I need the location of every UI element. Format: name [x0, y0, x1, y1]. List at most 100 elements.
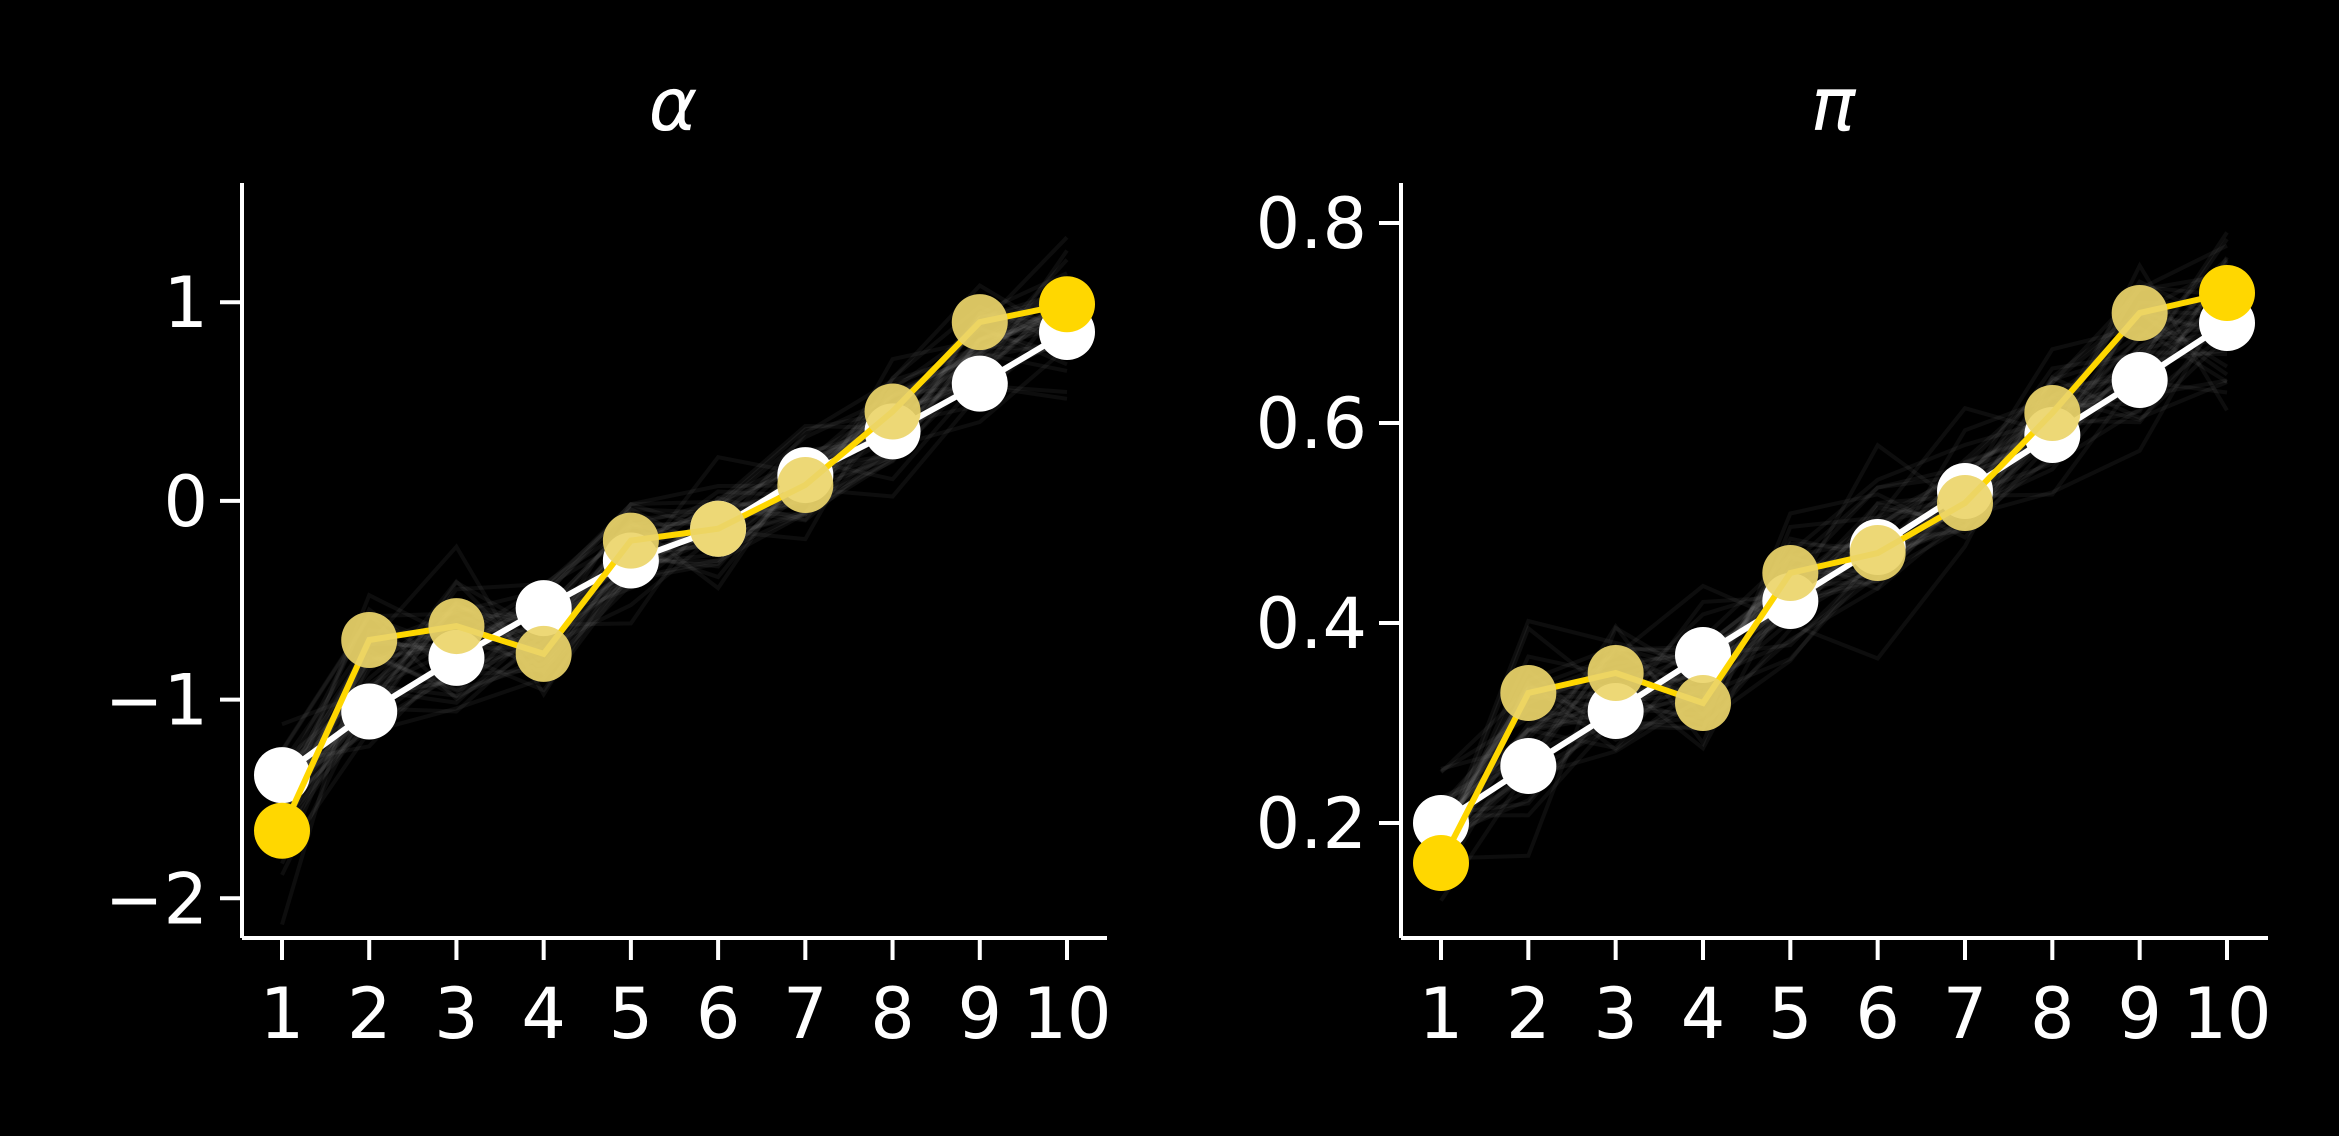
x-tick-label: 8 — [2030, 973, 2075, 1055]
predicted-point — [1849, 525, 1906, 581]
observed-point — [1675, 627, 1731, 683]
sample-line — [1439, 305, 2229, 852]
sample-line — [1439, 308, 2228, 774]
x-tick-label: 8 — [870, 973, 915, 1055]
predicted-point — [1587, 645, 1644, 701]
x-tick-label: 6 — [1855, 973, 1900, 1055]
predicted-point — [2199, 265, 2255, 321]
observed-point — [515, 580, 572, 637]
y-axis-ticks: 0.2 0.4 0.6 0.8 — [1256, 183, 1401, 865]
x-tick-label: 2 — [347, 973, 392, 1055]
x-tick-label: 9 — [2117, 973, 2162, 1055]
predicted-point — [602, 512, 659, 569]
observed-point — [254, 747, 310, 804]
predicted-point — [428, 598, 485, 655]
sample-line — [1440, 311, 2229, 839]
x-tick-label: 3 — [434, 973, 479, 1055]
predicted-series-line — [1438, 290, 2228, 865]
x-tick-label: 9 — [958, 973, 1003, 1055]
sample-line — [1439, 324, 2228, 831]
y-tick-label: 1 — [163, 262, 208, 344]
predicted-point — [951, 294, 1008, 351]
sample-line — [280, 323, 1068, 798]
sample-line — [281, 383, 1068, 727]
predicted-point — [515, 625, 572, 682]
predicted-point — [2111, 285, 2168, 341]
sample-line — [280, 383, 1068, 821]
predicted-series-points — [254, 276, 1095, 859]
predicted-point — [777, 457, 834, 513]
observed-point — [951, 355, 1008, 412]
sample-line — [1439, 309, 2229, 846]
sample-line — [280, 309, 1068, 814]
sample-line — [280, 258, 1069, 763]
y-tick-label: 0.6 — [1256, 383, 1367, 465]
y-tick-label: 0.4 — [1256, 583, 1367, 665]
predicted-point — [1413, 835, 1469, 891]
x-tick-label: 1 — [1419, 973, 1464, 1055]
sample-line — [280, 306, 1068, 815]
sample-line — [280, 324, 1069, 766]
sample-line — [280, 279, 1069, 825]
x-axis-ticks: 1 2 3 4 5 6 7 8 9 10 — [260, 938, 1112, 1055]
x-tick-label: 7 — [1943, 973, 1988, 1055]
sample-line — [280, 336, 1068, 811]
sample-line — [1439, 263, 2228, 857]
predicted-series-points — [1413, 265, 2255, 891]
predicted-point — [864, 383, 921, 440]
sample-line — [1439, 259, 2229, 847]
predicted-point — [1675, 675, 1731, 731]
chart-title: α — [649, 62, 698, 148]
x-tick-label: 2 — [1506, 973, 1551, 1055]
x-tick-label: 7 — [783, 973, 828, 1055]
sample-line — [280, 346, 1069, 809]
chart-title: π — [1811, 62, 1857, 148]
sample-line — [1439, 378, 2228, 773]
x-tick-label: 5 — [609, 973, 654, 1055]
predicted-point — [1039, 276, 1095, 333]
x-tick-label: 3 — [1593, 973, 1638, 1055]
observed-point — [2111, 352, 2168, 408]
sample-line — [281, 296, 1069, 765]
sample-line — [280, 288, 1068, 796]
observed-series-line — [1439, 320, 2229, 826]
sample-line — [1439, 256, 2229, 807]
predicted-series-line — [279, 301, 1068, 832]
x-tick-label: 4 — [1681, 973, 1726, 1055]
sample-line — [1440, 279, 2228, 817]
sample-line — [280, 294, 1069, 794]
sample-line — [280, 292, 1068, 817]
sample-line — [280, 351, 1068, 752]
x-tick-label: 10 — [1022, 973, 1111, 1055]
predicted-point — [690, 500, 747, 557]
predicted-point — [341, 611, 398, 668]
panel-pi: π 0.2 0.4 0.6 0.8 1 2 3 4 5 6 7 8 9 10 — [1256, 62, 2272, 1055]
sample-line — [1439, 309, 2228, 880]
y-axis-ticks: −2 −1 0 1 — [105, 262, 242, 940]
sample-line — [1439, 276, 2229, 835]
x-tick-label: 4 — [521, 973, 566, 1055]
x-axis-ticks: 1 2 3 4 5 6 7 8 9 10 — [1419, 938, 2272, 1055]
sample-line — [1439, 231, 2229, 870]
sample-line — [1439, 257, 2229, 809]
y-tick-label: −1 — [105, 660, 208, 742]
x-tick-label: 5 — [1768, 973, 1813, 1055]
observed-series-line — [280, 329, 1069, 778]
predicted-point — [1762, 545, 1819, 601]
sample-line — [280, 338, 1068, 805]
sample-line — [1439, 374, 2228, 836]
sample-line — [1440, 261, 2229, 771]
y-tick-label: 0.8 — [1256, 183, 1367, 265]
sample-line — [280, 235, 1069, 782]
panel-alpha: α −2−101 1 2 3 4 5 6 7 8 9 10 — [105, 62, 1112, 1055]
sample-line — [280, 306, 1068, 780]
predicted-point — [1500, 665, 1557, 721]
sample-line — [1439, 289, 2229, 847]
x-tick-label: 1 — [260, 973, 305, 1055]
predicted-point — [254, 802, 310, 859]
sample-line — [280, 322, 1068, 770]
sample-line — [1439, 348, 2228, 827]
predicted-point — [2024, 385, 2081, 441]
